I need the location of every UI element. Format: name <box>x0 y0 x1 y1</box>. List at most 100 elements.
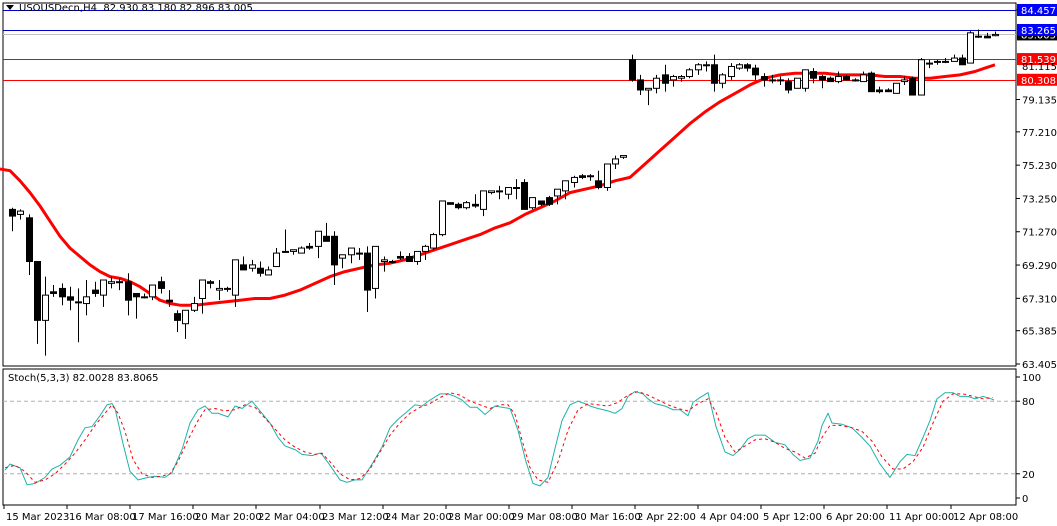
time-tick-label: 20 Mar 20:00 <box>195 512 262 523</box>
bull-candle <box>967 32 974 64</box>
bull-candle <box>282 250 289 253</box>
bull-candle <box>108 281 115 284</box>
chart-title: USOUSDecn,H4 82.930 83.180 82.896 83.005 <box>6 3 253 14</box>
bull-candle <box>860 74 867 83</box>
bear-candle <box>959 57 966 66</box>
bear-candle <box>26 217 33 263</box>
bull-candle <box>199 279 206 300</box>
bull-candle <box>653 77 660 89</box>
main-chart-frame <box>2 2 1017 367</box>
price-tick-label: 81.115 <box>1022 62 1057 73</box>
bear-candle <box>546 197 553 205</box>
time-tick-label: 4 Apr 04:00 <box>700 512 759 523</box>
price-tick-label: 63.405 <box>1022 360 1057 371</box>
bull-candle <box>273 252 280 268</box>
bull-candle <box>901 79 908 83</box>
svg-text:83.265: 83.265 <box>1021 26 1056 37</box>
bear-candle <box>240 264 247 271</box>
price-tick-label: 67.310 <box>1022 294 1057 305</box>
stoch-tick-label: 0 <box>1022 494 1028 505</box>
stoch-tick-label: 80 <box>1022 397 1035 408</box>
bull-candle <box>439 200 446 236</box>
bear-candle <box>819 76 826 81</box>
bear-candle <box>397 255 404 259</box>
price-tags: 84.45783.26583.00581.53981.11580.30883.2… <box>1017 4 1057 87</box>
price-tag-red: 80.308 <box>1017 73 1057 87</box>
time-tick-label: 6 Apr 20:00 <box>826 512 885 523</box>
bull-candle <box>381 259 388 263</box>
bull-candle <box>315 230 322 247</box>
bull-candle <box>529 197 536 209</box>
bear-candle <box>662 74 669 84</box>
bull-candle <box>224 287 231 290</box>
bull-candle <box>769 79 776 82</box>
bear-candle <box>827 77 834 83</box>
bull-candle <box>794 77 801 89</box>
bull-candle <box>554 188 561 197</box>
bull-candle <box>356 252 363 255</box>
bull-candle <box>488 190 495 194</box>
bull-candle <box>562 180 569 192</box>
moving-average-line <box>0 63 996 307</box>
bull-candle <box>430 234 437 249</box>
bear-candle <box>306 245 313 249</box>
time-tick-label: 29 Mar 08:00 <box>511 512 578 523</box>
bull-candle <box>141 296 148 299</box>
ma-polyline <box>0 63 996 307</box>
time-tick-label: 30 Mar 16:00 <box>574 512 641 523</box>
bear-candle <box>909 77 916 96</box>
bull-candle <box>513 187 520 190</box>
price-tick-label: 75.230 <box>1022 161 1057 172</box>
price-tick-label: 77.210 <box>1022 128 1057 139</box>
svg-text:81.539: 81.539 <box>1021 55 1056 66</box>
bear-candle <box>257 267 264 274</box>
bull-candle <box>893 82 900 94</box>
stoch-tick-label: 100 <box>1022 373 1041 384</box>
time-tick-label: 11 Apr 00:00 <box>889 512 954 523</box>
stochastic-axis: 100 80 20 0 <box>1016 373 1041 505</box>
bull-candle <box>802 69 809 89</box>
bull-candle <box>75 301 82 304</box>
bull-candle <box>620 155 627 158</box>
bull-candle <box>934 60 941 63</box>
time-tick-label: 16 Mar 08:00 <box>69 512 136 523</box>
price-tick-label: 65.385 <box>1022 327 1057 338</box>
bear-candle <box>67 296 74 301</box>
bull-candle <box>298 247 305 254</box>
time-tick-label: 12 Apr 08:00 <box>953 512 1018 523</box>
bear-candle <box>406 255 413 263</box>
bull-candle <box>645 87 652 91</box>
price-tick-label: 71.270 <box>1022 228 1057 239</box>
time-tick-label: 23 Mar 12:00 <box>322 512 389 523</box>
bear-candle <box>868 72 875 93</box>
bull-candle <box>339 254 346 259</box>
horizontal-levels[interactable] <box>3 10 1016 81</box>
bear-candle <box>323 235 330 242</box>
bear-candle <box>166 299 173 303</box>
bear-candle <box>207 281 214 284</box>
bear-candle <box>744 64 751 69</box>
price-tick-label: 79.135 <box>1022 95 1057 106</box>
bull-candle <box>587 175 594 178</box>
bear-candle <box>158 281 165 289</box>
bull-candle <box>678 76 685 79</box>
price-tag-blue-top: 83.265 <box>1017 24 1057 37</box>
time-tick-label: 15 Mar 2023 <box>6 512 69 523</box>
bull-candle <box>686 69 693 78</box>
bull-candle <box>951 57 958 62</box>
bull-candle <box>992 33 999 37</box>
bull-candle <box>116 281 123 284</box>
bull-candle <box>182 309 189 325</box>
bear-candle <box>810 70 817 79</box>
candlestick-series <box>9 29 999 356</box>
bull-candle <box>612 158 619 165</box>
bull-candle <box>265 269 272 276</box>
stoch-tick-label: 20 <box>1022 470 1035 481</box>
collapse-triangle-icon[interactable] <box>6 5 14 10</box>
bull-candle <box>42 294 49 321</box>
bull-candle <box>505 187 512 195</box>
bull-candle <box>389 261 396 264</box>
